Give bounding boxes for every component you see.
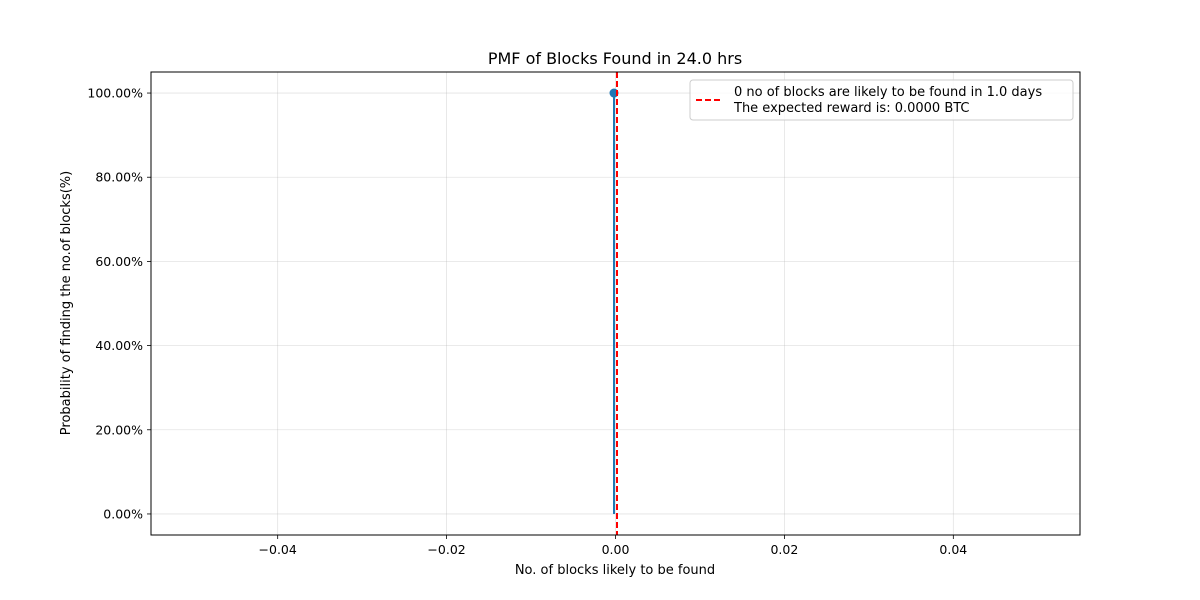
- y-tick-label: 100.00%: [87, 86, 143, 101]
- y-tick-label: 20.00%: [95, 422, 143, 437]
- x-tick-label: 0.04: [939, 542, 967, 557]
- y-tick-label: 40.00%: [95, 338, 143, 353]
- y-axis-label: Probability of finding the no.of blocks(…: [59, 171, 74, 435]
- x-axis-label: No. of blocks likely to be found: [515, 563, 715, 578]
- x-tick-label: 0.00: [602, 542, 630, 557]
- x-tick-label: −0.02: [427, 542, 465, 557]
- chart-title: PMF of Blocks Found in 24.0 hrs: [488, 49, 742, 68]
- legend-label-line-1: 0 no of blocks are likely to be found in…: [734, 85, 1042, 100]
- legend-box: [689, 79, 1074, 121]
- axis-ticks: −0.04 −0.02 0.00 0.02 0.04 0.00% 20.00% 40.00% 6…: [87, 86, 967, 557]
- x-tick-label: 0.02: [770, 542, 798, 557]
- legend-label-line-2: The expected reward is: 0.0000 BTC: [733, 101, 970, 116]
- grid-lines: [151, 72, 1080, 535]
- y-tick-label: 60.00%: [95, 254, 143, 269]
- x-tick-label: −0.04: [259, 542, 297, 557]
- plot-area-frame: [150, 71, 1081, 536]
- data-marks: [609, 72, 619, 535]
- y-tick-label: 80.00%: [95, 170, 143, 185]
- legend: 0 no of blocks are likely to be found in…: [689, 79, 1074, 121]
- y-tick-label: 0.00%: [103, 506, 143, 521]
